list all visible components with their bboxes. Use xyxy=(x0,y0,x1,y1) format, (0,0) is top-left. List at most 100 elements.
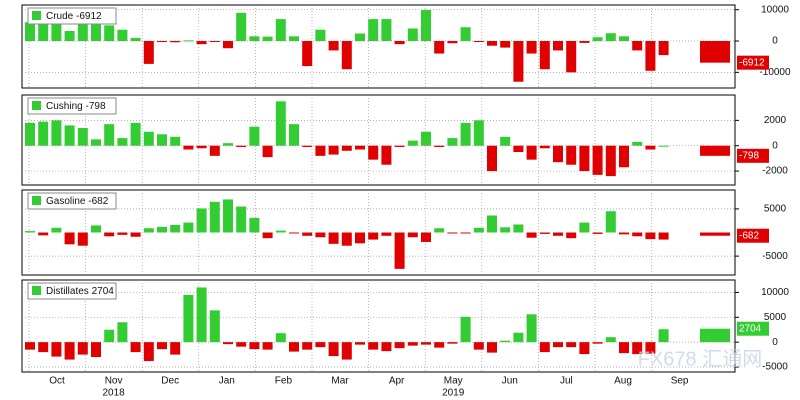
bar xyxy=(700,232,730,236)
bar xyxy=(605,33,616,42)
bar xyxy=(196,287,207,343)
bar xyxy=(91,8,101,42)
x-tick-label: Oct xyxy=(49,376,65,387)
bar xyxy=(368,145,379,160)
bar xyxy=(157,134,167,146)
bar xyxy=(566,41,577,73)
bar xyxy=(51,342,62,357)
last-value-label: -6912 xyxy=(739,57,765,68)
y-tick-label: 2000 xyxy=(764,115,787,126)
bar xyxy=(223,41,233,49)
bar xyxy=(51,20,62,42)
bar xyxy=(368,232,379,240)
bar xyxy=(460,27,471,42)
bar xyxy=(619,342,629,354)
bar xyxy=(130,122,141,146)
bar xyxy=(289,124,299,146)
legend-name: Cushing xyxy=(46,101,83,112)
bar xyxy=(328,232,339,244)
bar xyxy=(143,41,154,64)
bar xyxy=(209,201,220,233)
bar xyxy=(302,342,313,350)
bar xyxy=(421,232,431,242)
bar xyxy=(341,342,352,360)
bar xyxy=(302,41,313,67)
y-tick-label: 0 xyxy=(772,337,778,348)
bar xyxy=(117,138,128,146)
bar xyxy=(407,232,418,238)
bar xyxy=(289,36,299,42)
bar xyxy=(223,342,233,345)
bar xyxy=(632,232,643,237)
last-value-box xyxy=(737,55,769,70)
y-tick-label: 5000 xyxy=(764,204,787,215)
bar xyxy=(249,217,260,233)
bar xyxy=(196,145,207,149)
bar xyxy=(130,232,141,237)
panel-frame xyxy=(21,279,736,373)
bar xyxy=(553,342,563,348)
bar xyxy=(434,342,445,348)
bar xyxy=(500,136,511,146)
bar xyxy=(262,232,273,239)
legend: Distillates 2704 xyxy=(27,282,117,300)
bar xyxy=(447,41,458,44)
bar xyxy=(368,342,379,350)
bar xyxy=(539,41,550,70)
legend-name: Gasoline xyxy=(46,196,86,207)
x-tick-label: Jun xyxy=(502,376,518,387)
bar xyxy=(619,232,629,235)
bar xyxy=(183,145,194,150)
legend-value: 2704 xyxy=(92,286,115,297)
bar xyxy=(130,37,141,42)
bar xyxy=(77,127,88,146)
bar xyxy=(38,342,49,353)
bar xyxy=(539,232,550,234)
bar xyxy=(368,19,379,42)
x-tick-label: Nov xyxy=(105,376,123,387)
bar xyxy=(487,145,497,172)
bar xyxy=(355,145,365,150)
watermark: FX678 汇通网 xyxy=(638,347,762,370)
bar xyxy=(77,232,88,246)
bar xyxy=(539,342,550,353)
y-tick-label: 0 xyxy=(772,140,778,151)
bar xyxy=(262,36,273,42)
year-label: 2018 xyxy=(102,388,125,399)
x-tick-label: Jan xyxy=(219,376,235,387)
bar xyxy=(473,342,484,350)
panel-frame xyxy=(21,4,736,89)
bar xyxy=(38,232,49,236)
bar xyxy=(619,145,629,168)
legend-label: Cushing -798 xyxy=(46,101,106,112)
bar xyxy=(183,40,194,42)
bar xyxy=(381,19,392,42)
bar xyxy=(381,145,392,165)
y-tick-label: -10000 xyxy=(759,67,791,78)
bar xyxy=(104,124,115,146)
panel-frame xyxy=(21,189,736,276)
legend-name: Crude xyxy=(46,11,74,22)
legend-box xyxy=(27,192,117,210)
legend-box xyxy=(27,282,117,300)
bar xyxy=(25,342,35,350)
bar xyxy=(104,25,115,42)
bar xyxy=(157,41,167,43)
bar xyxy=(38,21,49,42)
bar xyxy=(381,232,392,236)
bar xyxy=(51,227,62,233)
bar xyxy=(658,41,669,56)
x-tick-label: Jul xyxy=(560,376,573,387)
last-value-label: -682 xyxy=(739,230,759,241)
bar xyxy=(447,232,458,234)
y-tick-label: -5000 xyxy=(762,362,788,373)
year-label: 2019 xyxy=(442,388,465,399)
legend-box xyxy=(27,7,117,25)
bar xyxy=(645,342,656,354)
bar xyxy=(355,342,365,345)
bar xyxy=(421,342,431,345)
bar xyxy=(328,342,339,357)
bar xyxy=(315,145,326,156)
bar xyxy=(183,294,194,343)
